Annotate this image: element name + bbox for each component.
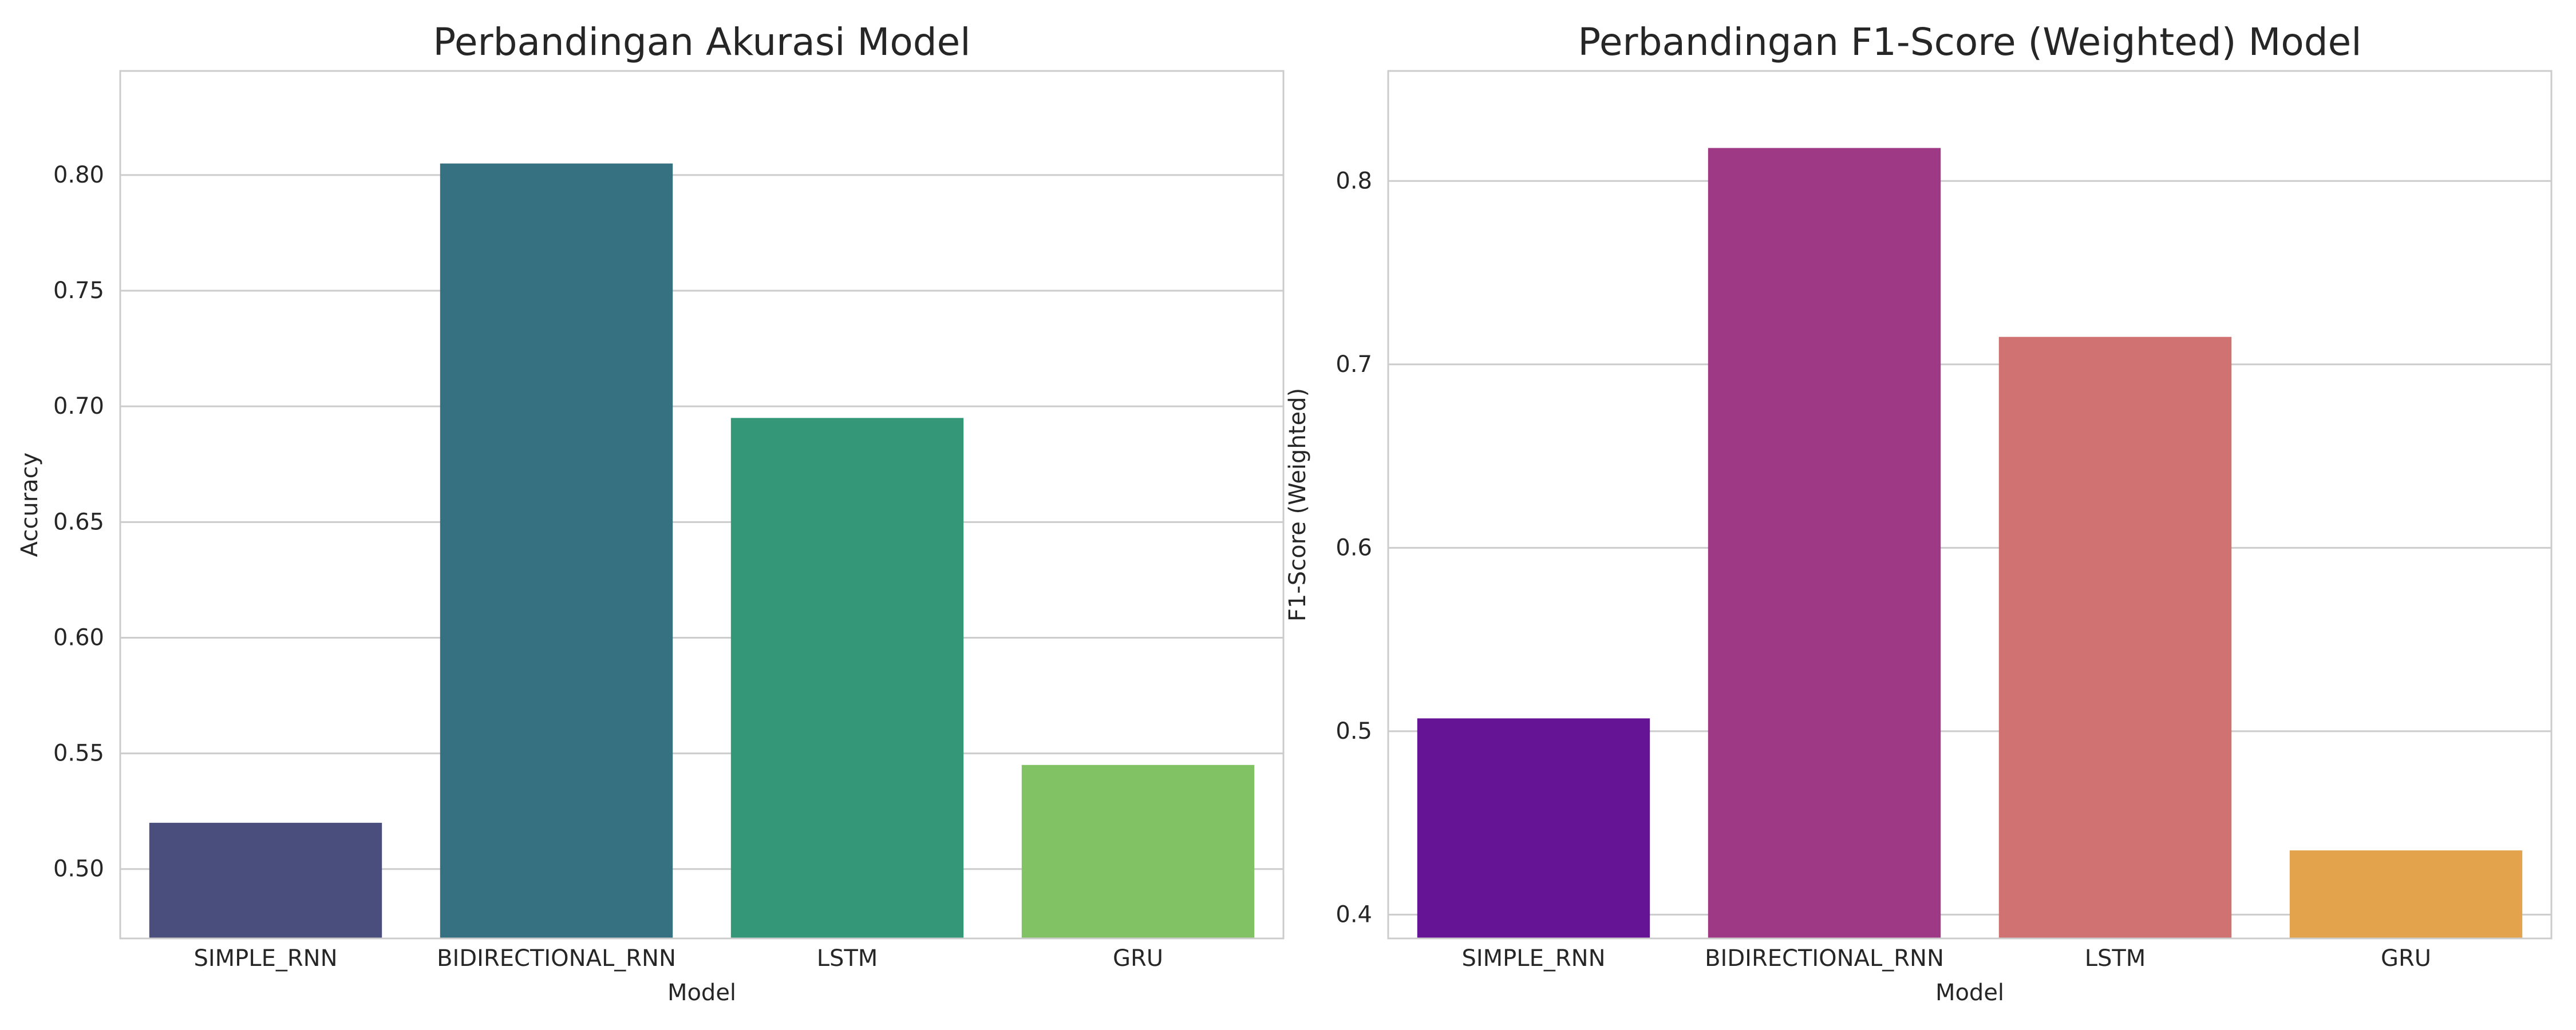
f1-ytick-label: 0.8 xyxy=(1336,168,1372,194)
accuracy-chart-panel: 0.50 0.55 0.60 0.65 0.70 0.75 0.80 SIMPLE_RNN BI… xyxy=(17,20,1285,1006)
f1-y-axis-label: F1-Score (Weighted) xyxy=(1285,388,1311,621)
f1-ytick-label: 0.4 xyxy=(1336,901,1372,928)
f1-chart-panel: 0.4 0.5 0.6 0.7 0.8 SIMPLE_RNN BIDIRECTIONAL_R… xyxy=(1285,20,2553,1006)
accuracy-bar-simple-rnn xyxy=(149,822,382,938)
f1-ytick-label: 0.5 xyxy=(1336,718,1372,744)
f1-xtick-label: BIDIRECTIONAL_RNN xyxy=(1705,945,1944,972)
accuracy-xtick-label: LSTM xyxy=(817,945,878,972)
accuracy-x-axis-label: Model xyxy=(667,980,736,1006)
accuracy-ytick-label: 0.80 xyxy=(53,162,104,188)
accuracy-chart-title: Perbandingan Akurasi Model xyxy=(433,20,970,64)
f1-bar-lstm xyxy=(1998,336,2232,938)
accuracy-plot-frame xyxy=(119,70,1285,940)
accuracy-bar-gru xyxy=(1021,764,1255,938)
f1-chart-title: Perbandingan F1-Score (Weighted) Model xyxy=(1578,20,2361,64)
accuracy-y-axis-label: Accuracy xyxy=(17,453,43,557)
f1-bar-simple-rnn xyxy=(1417,718,1650,938)
f1-xtick-label: SIMPLE_RNN xyxy=(1461,945,1605,972)
accuracy-xtick-label: SIMPLE_RNN xyxy=(193,945,337,972)
f1-xtick-label: LSTM xyxy=(2085,945,2146,972)
f1-xtick-label: GRU xyxy=(2381,945,2431,972)
accuracy-ytick-label: 0.65 xyxy=(53,509,104,535)
accuracy-xtick-label: BIDIRECTIONAL_RNN xyxy=(437,945,676,972)
accuracy-bar-bidirectional-rnn xyxy=(440,163,673,938)
accuracy-bar-lstm xyxy=(730,418,964,938)
accuracy-ytick-label: 0.70 xyxy=(53,393,104,419)
f1-plot-frame xyxy=(1387,70,2553,940)
accuracy-xtick-label: GRU xyxy=(1113,945,1163,972)
f1-ytick-label: 0.7 xyxy=(1336,351,1372,378)
f1-bar-bidirectional-rnn xyxy=(1708,148,1941,939)
accuracy-ytick-label: 0.50 xyxy=(53,856,104,882)
f1-bar-gru xyxy=(2289,850,2523,938)
f1-x-axis-label: Model xyxy=(1935,980,2004,1006)
accuracy-ytick-label: 0.75 xyxy=(53,278,104,304)
accuracy-ytick-label: 0.60 xyxy=(53,624,104,651)
f1-ytick-label: 0.6 xyxy=(1336,534,1372,561)
accuracy-ytick-label: 0.55 xyxy=(53,740,104,767)
